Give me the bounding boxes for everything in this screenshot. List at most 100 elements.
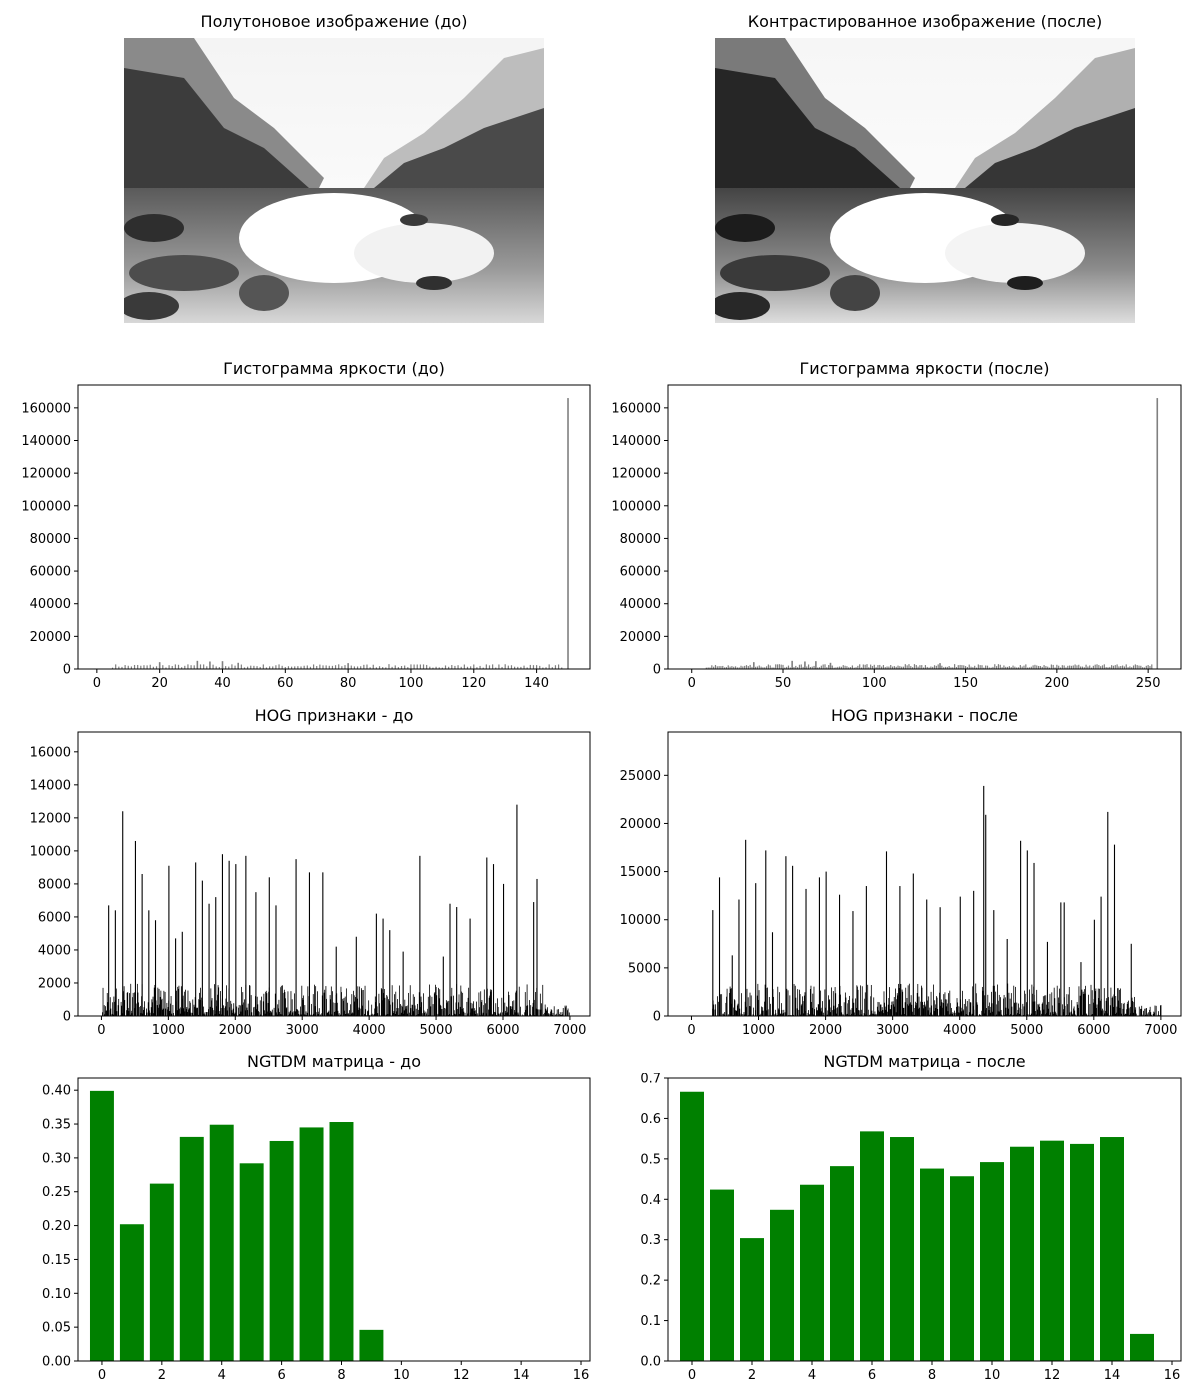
histogram-bar (780, 664, 782, 669)
hog-bar (725, 1002, 727, 1016)
hog-bar (911, 1011, 913, 1016)
hog-bar (291, 999, 293, 1016)
hog-bar (559, 1012, 561, 1016)
histogram-bar (844, 665, 846, 669)
hog-bar (875, 1014, 876, 1016)
hog-bar (309, 1014, 311, 1016)
hog-bar (221, 1014, 223, 1016)
hog-bar (295, 859, 297, 1016)
hog-bar (476, 1001, 477, 1016)
hog-bar (467, 997, 469, 1016)
hog-bar (448, 1014, 450, 1016)
hog-bar (758, 999, 759, 1016)
hog-bar (228, 860, 230, 1016)
hog-bar (1103, 988, 1105, 1016)
hog-bar (919, 1007, 921, 1016)
hog-bar (1121, 1003, 1123, 1016)
hog-bar (880, 1004, 882, 1016)
hog-bar (460, 985, 462, 1016)
hog-bar (885, 851, 888, 1016)
hog-bar (305, 1011, 307, 1016)
hog-bar (914, 1001, 916, 1016)
hog-bar (103, 1005, 105, 1016)
histogram-bar (760, 666, 762, 669)
histogram-bar (782, 664, 784, 669)
hog-bar (764, 1001, 765, 1016)
histogram-bar (1034, 664, 1036, 669)
y-tick-label: 140000 (611, 434, 661, 449)
hog-bar (922, 1002, 924, 1016)
hog-bar (766, 1010, 768, 1016)
hog-bar (217, 994, 218, 1016)
hog-bar (917, 1008, 919, 1016)
hog-bar (933, 1011, 935, 1016)
hog-bar (189, 1002, 191, 1016)
histogram-bar (924, 665, 927, 669)
histogram-bar (895, 666, 897, 669)
hog-bar (495, 1003, 497, 1016)
hog-bar (154, 984, 156, 1016)
hog-bar (1132, 1000, 1134, 1016)
hog-bar (423, 993, 424, 1016)
hog-bar (284, 992, 286, 1016)
hog-bar (797, 989, 799, 1016)
hog-bar (995, 1004, 997, 1016)
hog-bar (250, 995, 252, 1016)
hog-bar (242, 992, 244, 1016)
hog-bar (893, 1004, 895, 1016)
hog-bar (226, 1010, 228, 1016)
hog-bar (1089, 1003, 1091, 1016)
hog-bar (398, 1008, 400, 1016)
hog-bar (139, 1005, 141, 1016)
histogram-bar (1043, 665, 1045, 669)
hog-bar (799, 994, 801, 1016)
histogram-bar (495, 667, 497, 669)
hog-bar (364, 985, 366, 1016)
hog-bar (1129, 1014, 1131, 1016)
ngtdm-bar (950, 1176, 974, 1361)
hog-bar (945, 999, 946, 1016)
hog-bar (449, 903, 451, 1016)
hog-bar (556, 1013, 558, 1016)
histogram-bar (532, 665, 535, 669)
hog-bar (713, 1004, 715, 1016)
hog-bar (1060, 902, 1062, 1016)
hog-bar (982, 990, 984, 1016)
hog-bar (194, 1006, 195, 1016)
x-tick-label: 2 (158, 1368, 166, 1383)
x-tick-label: 1000 (742, 1023, 775, 1037)
hog-bar (223, 1005, 224, 1016)
histogram-bar (177, 664, 180, 669)
hog-bar (910, 995, 912, 1016)
hog-bar (383, 989, 385, 1016)
hog-bar (967, 1014, 969, 1016)
hog-bar (861, 986, 863, 1016)
hog-bar (327, 1011, 329, 1016)
hog-bar (289, 1010, 291, 1016)
hog-bar (1106, 998, 1108, 1016)
hog-bar (403, 1010, 405, 1016)
hog-bar (1050, 1012, 1051, 1016)
hog-bar (140, 1013, 142, 1016)
histogram-bar (265, 667, 268, 669)
hog-bar (717, 996, 718, 1016)
hog-bar (813, 986, 815, 1016)
hog-bar (912, 873, 914, 1016)
hog-bar (884, 1002, 885, 1016)
hog-bar (433, 993, 435, 1016)
landscape-photo-after (715, 38, 1135, 323)
hog-bar (723, 1014, 725, 1016)
hog-bar (123, 986, 125, 1016)
hog-bar (870, 984, 872, 1016)
hog-bar (269, 1012, 271, 1016)
hog-bar (442, 956, 444, 1016)
hog-bar (215, 897, 217, 1016)
hog-bar (957, 1012, 959, 1016)
histogram-before-chart: 0 20 40 60 80 100 120 1400200004000060000800001… (21, 384, 591, 690)
histogram-bar (846, 666, 848, 669)
hog-bar (1104, 1013, 1106, 1016)
histogram-bar (1145, 665, 1147, 669)
histogram-bar (829, 662, 832, 669)
histogram-bar (438, 667, 440, 669)
hog-bar (387, 1013, 389, 1016)
